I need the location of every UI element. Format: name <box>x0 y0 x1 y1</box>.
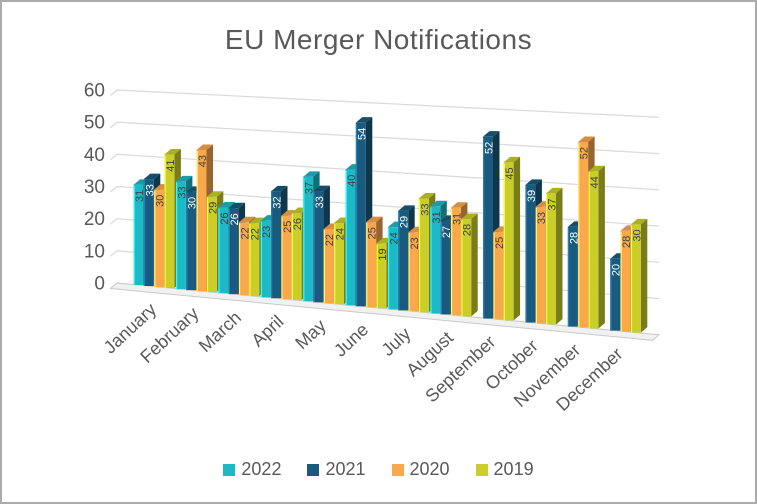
bar-value-label: 20 <box>611 264 623 276</box>
bar-value-label: 29 <box>207 202 219 214</box>
bar-value-label: 26 <box>292 218 304 230</box>
bar-value-label: 31 <box>451 213 463 225</box>
bar-value-label: 24 <box>335 228 347 240</box>
bar-value-label: 33 <box>419 204 431 216</box>
gridline <box>110 185 660 227</box>
y-axis-tick-label: 40 <box>84 145 105 166</box>
bar-value-label: 25 <box>282 221 294 233</box>
bar-value-label: 31 <box>134 190 146 202</box>
bar-value-label: 31 <box>431 211 443 223</box>
x-axis-label: June <box>330 319 372 360</box>
bar-value-label: 30 <box>631 229 643 241</box>
bar-value-label: 26 <box>219 212 231 224</box>
legend-item-2019: 2019 <box>475 459 534 480</box>
legend-label: 2020 <box>409 459 450 479</box>
gridline <box>110 89 660 118</box>
legend-swatch-icon <box>391 463 404 476</box>
gridline <box>110 250 660 300</box>
bar-value-label: 29 <box>399 216 411 228</box>
x-axis-label: July <box>378 323 415 359</box>
bar-value-label: 54 <box>356 128 368 140</box>
gridline <box>110 218 660 263</box>
x-axis-label: March <box>195 307 245 356</box>
bar-2019-October: 37 <box>546 187 563 325</box>
bar-value-label: 28 <box>621 236 633 248</box>
bar-value-label: 23 <box>261 226 273 238</box>
x-axis-label: April <box>247 311 287 350</box>
bar-value-label: 37 <box>547 198 559 210</box>
bar-2019-September: 45 <box>503 156 521 321</box>
legend-item-2022: 2022 <box>223 459 281 480</box>
legend-item-2021: 2021 <box>307 459 366 480</box>
y-axis-tick-label: 30 <box>84 177 105 198</box>
y-axis-tick-label: 10 <box>84 241 105 262</box>
legend-item-2020: 2020 <box>391 459 450 480</box>
bar-value-label: 33 <box>144 184 156 196</box>
x-axis-label: May <box>291 315 330 353</box>
y-axis-tick-label: 60 <box>84 81 105 102</box>
bar-value-label: 41 <box>165 160 177 172</box>
legend-label: 2019 <box>493 459 534 479</box>
bar-value-label: 44 <box>589 176 601 188</box>
bar-value-label: 39 <box>526 190 538 202</box>
legend-label: 2022 <box>241 459 282 479</box>
bar-value-label: 37 <box>304 182 316 194</box>
gridline <box>110 121 660 155</box>
bar-value-label: 33 <box>176 186 188 198</box>
legend-swatch-icon <box>223 463 236 476</box>
bar-value-label: 28 <box>462 224 474 236</box>
legend-label: 2021 <box>325 459 366 479</box>
bar-value-label: 22 <box>324 234 336 246</box>
gridline <box>110 153 660 191</box>
chart-title: EU Merger Notifications <box>224 24 533 55</box>
bar-value-label: 52 <box>484 142 496 154</box>
bar-2019-December: 30 <box>630 218 648 333</box>
bar-value-label: 30 <box>155 195 167 207</box>
legend-swatch-icon <box>475 463 488 476</box>
bar-value-label: 25 <box>367 227 379 239</box>
bar-value-label: 30 <box>187 197 199 209</box>
bar-value-label: 40 <box>346 175 358 187</box>
bar-value-label: 23 <box>409 237 421 249</box>
bar-value-label: 52 <box>579 147 591 159</box>
bar-value-label: 27 <box>441 226 453 238</box>
y-axis-tick-label: 50 <box>84 113 105 134</box>
bar-value-label: 19 <box>377 248 389 260</box>
bar-value-label: 45 <box>504 167 516 179</box>
legend: 2022 2021 2020 2019 <box>2 459 755 480</box>
bar-value-label: 43 <box>197 155 209 167</box>
bar-value-label: 22 <box>250 228 262 240</box>
legend-swatch-icon <box>307 463 320 476</box>
bar-value-label: 25 <box>494 237 506 249</box>
bar-value-label: 28 <box>568 232 580 244</box>
bar-value-label: 22 <box>239 227 251 239</box>
y-axis-tick-label: 0 <box>94 274 105 295</box>
bar-2019-August: 28 <box>461 213 478 317</box>
bar-value-label: 32 <box>272 196 284 208</box>
bar-value-label: 24 <box>388 232 400 244</box>
chart-floor <box>109 282 661 341</box>
bar-value-label: 26 <box>229 213 241 225</box>
bar-value-label: 33 <box>536 212 548 224</box>
y-axis-tick-label: 20 <box>84 209 105 230</box>
bar-2019-November: 44 <box>588 165 605 329</box>
bar-value-label: 33 <box>314 196 326 208</box>
